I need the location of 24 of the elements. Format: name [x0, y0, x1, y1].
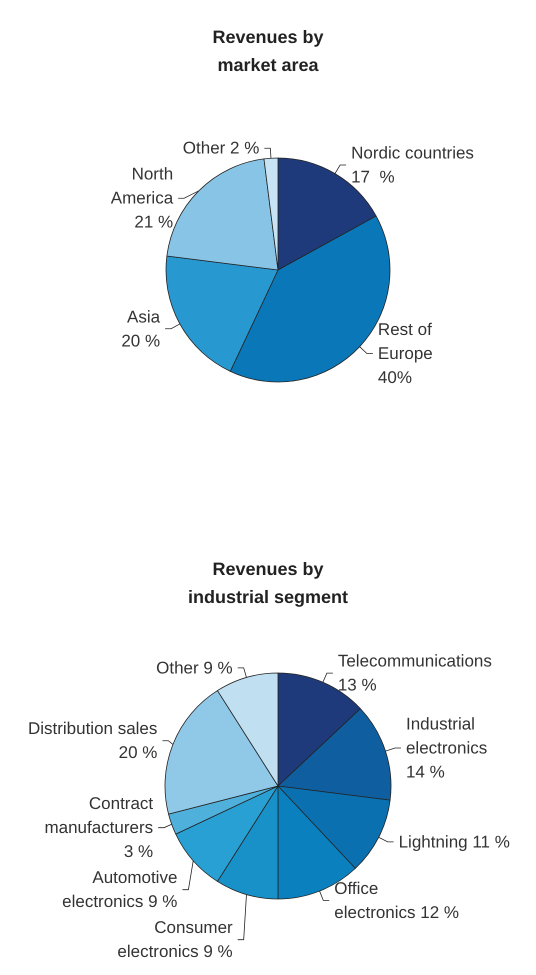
data-label: 21 %: [134, 212, 174, 232]
chart-title: Revenues by industrial segment: [188, 559, 348, 607]
slice-label: Contract manufacturers: [44, 794, 154, 838]
slice-label: Consumer electronics 9 %: [117, 918, 234, 962]
slice-label: Telecommunications: [338, 652, 492, 671]
slice-label: Nordic countries: [351, 143, 474, 162]
data-label: 17 %: [351, 167, 395, 186]
slice-label: Automotive electronics 9 %: [62, 868, 178, 912]
data-label: 20 %: [121, 331, 160, 350]
data-label: 14 %: [406, 762, 445, 782]
chart-title: Revenues by market area: [212, 27, 324, 75]
data-label: 3 %: [124, 842, 154, 862]
slice-label: North America: [110, 164, 174, 208]
data-label: 13 %: [338, 676, 377, 695]
slice-label: Office electronics 12 %: [334, 878, 460, 922]
slice-label: Distribution sales: [28, 719, 158, 738]
slice-label: Other 2 %: [182, 138, 260, 158]
slice-label: Rest of Europe: [378, 320, 433, 364]
data-label: 40%: [378, 368, 412, 388]
slice-label: Lightning 11 %: [398, 832, 510, 852]
slice-label: Industrial electronics: [406, 714, 488, 758]
data-label: 20 %: [118, 743, 158, 762]
slice-label: Other 9 %: [156, 658, 233, 678]
slice-label: Asia: [127, 307, 161, 326]
